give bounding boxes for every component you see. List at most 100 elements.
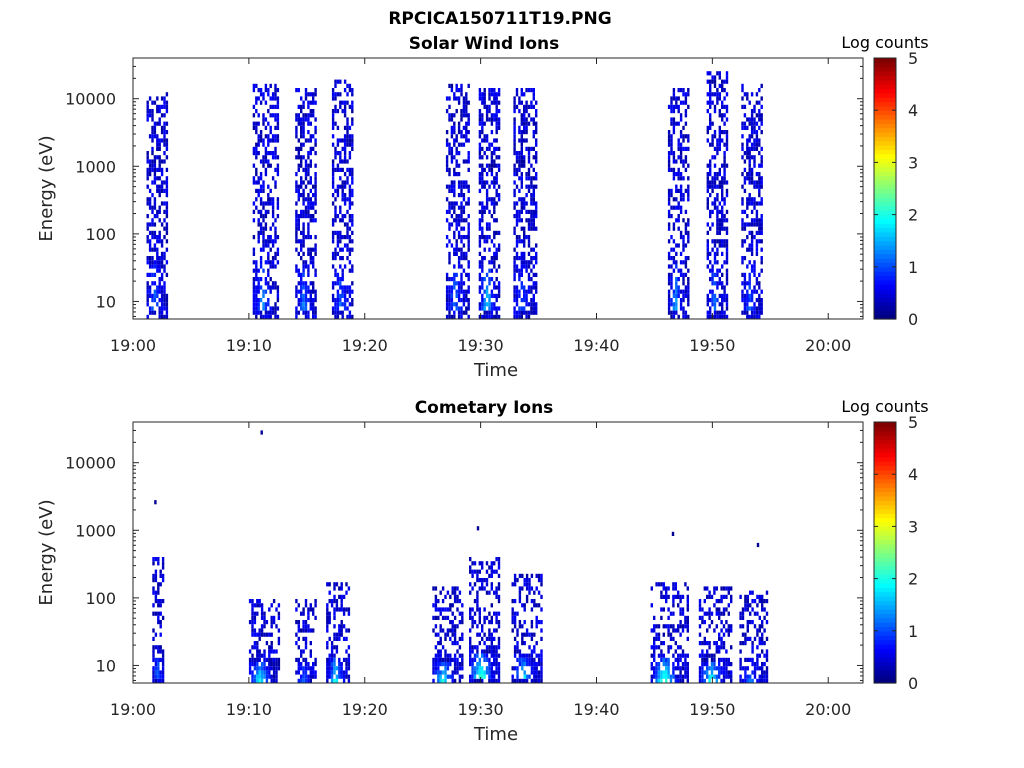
spectrogram-cell	[751, 678, 754, 683]
spectrogram-cell	[453, 230, 456, 235]
spectrogram-cell	[672, 260, 676, 265]
spectrogram-cell	[340, 632, 343, 637]
spectrogram-cell	[753, 666, 757, 671]
spectrogram-cell	[465, 96, 468, 101]
spectrogram-cell	[462, 104, 466, 109]
spectrogram-cell	[331, 201, 335, 206]
spectrogram-cell	[490, 239, 494, 244]
spectrogram-cell	[721, 88, 724, 93]
spectrogram-cell	[679, 670, 682, 675]
spectrogram-cell	[515, 214, 519, 219]
spectrogram-cell	[662, 641, 665, 646]
spectrogram-cell	[268, 670, 271, 675]
spectrogram-cell	[753, 159, 756, 164]
spectrogram-cell	[530, 226, 533, 231]
spectrogram-cell	[153, 272, 157, 277]
spectrogram-cell	[158, 310, 161, 315]
spectrogram-cell	[312, 298, 315, 303]
spectrogram-cell	[257, 268, 260, 273]
spectrogram-cell	[342, 674, 346, 679]
spectrogram-cell	[535, 624, 538, 629]
spectrogram-cell	[535, 121, 538, 126]
spectrogram-cell	[450, 289, 454, 294]
spectrogram-cell	[765, 670, 769, 675]
spectrogram-cell	[653, 636, 656, 641]
spectrogram-cell	[302, 636, 305, 641]
spectrogram-cell	[662, 674, 665, 679]
spectrogram-cell	[725, 293, 729, 298]
spectrogram-cell	[267, 121, 270, 126]
spectrogram-cell	[448, 205, 451, 210]
spectrogram-cell	[667, 615, 670, 620]
spectrogram-cell	[718, 310, 721, 315]
spectrogram-cell	[703, 678, 706, 683]
spectrogram-cell	[756, 666, 759, 671]
spectrogram-cell	[667, 188, 671, 193]
colorbar-segment	[874, 127, 896, 133]
spectrogram-cell	[670, 285, 673, 290]
spectrogram-cell	[248, 666, 252, 671]
spectrogram-cell	[706, 239, 709, 244]
spectrogram-cell	[485, 314, 489, 319]
spectrogram-cell	[493, 260, 496, 265]
spectrogram-cell	[497, 146, 501, 151]
spectrogram-cell	[453, 113, 456, 118]
spectrogram-cell	[672, 222, 676, 227]
spectrogram-cell	[330, 653, 334, 658]
spectrogram-cell	[706, 251, 709, 256]
spectrogram-cell	[346, 125, 349, 130]
spectrogram-cell	[535, 176, 538, 181]
spectrogram-cell	[753, 163, 756, 168]
spectrogram-cell	[706, 205, 709, 210]
spectrogram-cell	[493, 306, 496, 311]
spectrogram-cell	[748, 163, 751, 168]
spectrogram-cell	[297, 666, 300, 671]
spectrogram-cell	[163, 306, 166, 311]
spectrogram-cell	[341, 302, 344, 307]
spectrogram-cell	[453, 155, 456, 160]
spectrogram-cell	[755, 172, 759, 177]
spectrogram-cell	[346, 130, 349, 135]
spectrogram-cell	[151, 130, 154, 135]
spectrogram-cell	[453, 310, 456, 315]
spectrogram-cell	[709, 121, 712, 126]
spectrogram-cell	[483, 289, 486, 294]
spectrogram-cell	[307, 222, 310, 227]
spectrogram-cell	[669, 636, 673, 641]
colorbar-tick-label: 1	[908, 622, 918, 641]
spectrogram-cell	[159, 632, 162, 637]
colorbar-segment	[874, 175, 896, 181]
spectrogram-cell	[743, 92, 747, 97]
spectrogram-cell	[520, 281, 523, 286]
spectrogram-cell	[351, 109, 354, 114]
spectrogram-cell	[312, 607, 315, 612]
spectrogram-cell	[711, 222, 714, 227]
spectrogram-cell	[348, 155, 352, 160]
spectrogram-cell	[460, 142, 463, 147]
spectrogram-cell	[248, 670, 252, 675]
spectrogram-cell	[271, 256, 275, 261]
spectrogram-cell	[720, 628, 723, 633]
spectrogram-cell	[721, 281, 724, 286]
spectrogram-cell	[525, 582, 529, 587]
spectrogram-cell	[300, 117, 303, 122]
spectrogram-cell	[518, 314, 521, 319]
spectrogram-cell	[485, 172, 489, 177]
spectrogram-cell	[485, 239, 489, 244]
spectrogram-cell	[525, 88, 528, 93]
spectrogram-cell	[453, 218, 456, 223]
spectrogram-cell	[334, 79, 337, 84]
spectrogram-cell	[706, 256, 709, 261]
spectrogram-cell	[682, 134, 685, 139]
spectrogram-cell	[257, 96, 260, 101]
spectrogram-cell	[455, 226, 458, 231]
spectrogram-cell	[725, 230, 729, 235]
spectrogram-cell	[269, 130, 272, 135]
spectrogram-cell	[297, 657, 300, 662]
spectrogram-cell	[530, 620, 534, 625]
spectrogram-cell	[490, 615, 493, 620]
spectrogram-cell	[706, 628, 709, 633]
spectrogram-cell	[333, 624, 336, 629]
spectrogram-cell	[513, 582, 517, 587]
spectrogram-cell	[457, 180, 461, 185]
